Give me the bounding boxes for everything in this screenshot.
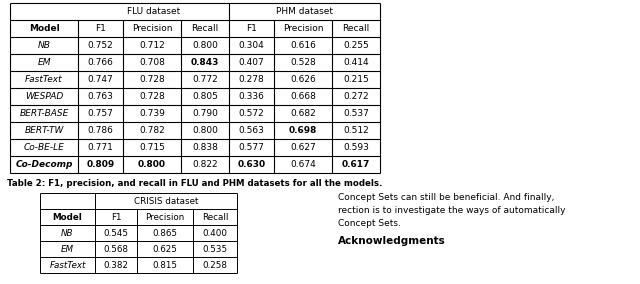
Text: 0.625: 0.625 [152,245,177,254]
Text: 0.800: 0.800 [192,41,218,50]
Text: 0.215: 0.215 [343,75,369,84]
Text: 0.698: 0.698 [289,126,317,135]
Text: 0.272: 0.272 [343,92,369,101]
Text: 0.278: 0.278 [239,75,264,84]
Text: 0.258: 0.258 [202,260,227,270]
Text: FLU dataset: FLU dataset [127,7,180,16]
Text: 0.617: 0.617 [342,160,370,169]
Text: 0.728: 0.728 [139,92,165,101]
Text: 0.728: 0.728 [139,75,165,84]
Text: 0.790: 0.790 [192,109,218,118]
Text: 0.577: 0.577 [239,143,264,152]
Text: 0.809: 0.809 [86,160,115,169]
Text: 0.865: 0.865 [152,229,177,237]
Text: Acknowledgments: Acknowledgments [338,236,445,246]
Text: F1: F1 [111,212,121,222]
Text: EM: EM [37,58,51,67]
Text: Precision: Precision [283,24,323,33]
Text: 0.815: 0.815 [152,260,177,270]
Text: 0.715: 0.715 [139,143,165,152]
Text: 0.563: 0.563 [239,126,264,135]
Text: Precision: Precision [145,212,184,222]
Text: BERT-TW: BERT-TW [24,126,64,135]
Text: 0.682: 0.682 [290,109,316,118]
Text: 0.747: 0.747 [88,75,113,84]
Text: 0.772: 0.772 [192,75,218,84]
Text: 0.763: 0.763 [88,92,113,101]
Text: 0.843: 0.843 [191,58,219,67]
Text: Recall: Recall [202,212,228,222]
Text: 0.766: 0.766 [88,58,113,67]
Text: WESPAD: WESPAD [25,92,63,101]
Text: Concept Sets can still be beneficial. And finally,: Concept Sets can still be beneficial. An… [338,193,554,202]
Text: BERT-BASE: BERT-BASE [19,109,68,118]
Text: 0.822: 0.822 [192,160,218,169]
Text: 0.400: 0.400 [202,229,227,237]
Text: PHM dataset: PHM dataset [276,7,333,16]
Text: 0.572: 0.572 [239,109,264,118]
Text: 0.752: 0.752 [88,41,113,50]
Text: Model: Model [29,24,60,33]
Text: F1: F1 [95,24,106,33]
Text: 0.535: 0.535 [202,245,228,254]
Text: Co-BE-LE: Co-BE-LE [24,143,65,152]
Text: 0.255: 0.255 [343,41,369,50]
Text: 0.805: 0.805 [192,92,218,101]
Text: 0.630: 0.630 [237,160,266,169]
Text: 0.382: 0.382 [104,260,129,270]
Text: 0.708: 0.708 [139,58,165,67]
Text: 0.668: 0.668 [290,92,316,101]
Text: 0.545: 0.545 [104,229,129,237]
Text: 0.568: 0.568 [104,245,129,254]
Text: 0.512: 0.512 [343,126,369,135]
Text: rection is to investigate the ways of automatically: rection is to investigate the ways of au… [338,206,566,215]
Text: 0.739: 0.739 [139,109,165,118]
Text: F1: F1 [246,24,257,33]
Text: 0.626: 0.626 [290,75,316,84]
Text: 0.757: 0.757 [88,109,113,118]
Text: 0.616: 0.616 [290,41,316,50]
Text: 0.304: 0.304 [239,41,264,50]
Text: FastText: FastText [25,75,63,84]
Text: Concept Sets.: Concept Sets. [338,219,401,228]
Text: 0.336: 0.336 [239,92,264,101]
Text: 0.407: 0.407 [239,58,264,67]
Text: Model: Model [52,212,83,222]
Text: 0.800: 0.800 [192,126,218,135]
Text: Co-Decomp: Co-Decomp [15,160,73,169]
Text: Precision: Precision [132,24,172,33]
Text: 0.414: 0.414 [343,58,369,67]
Text: Table 2: F1, precision, and recall in FLU and PHM datasets for all the models.: Table 2: F1, precision, and recall in FL… [7,179,383,188]
Text: 0.800: 0.800 [138,160,166,169]
Text: NB: NB [38,41,51,50]
Text: NB: NB [61,229,74,237]
Text: 0.674: 0.674 [290,160,316,169]
Text: 0.786: 0.786 [88,126,113,135]
Text: 0.528: 0.528 [290,58,316,67]
Text: EM: EM [61,245,74,254]
Text: 0.712: 0.712 [139,41,165,50]
Text: FastText: FastText [49,260,86,270]
Text: 0.627: 0.627 [290,143,316,152]
Text: 0.537: 0.537 [343,109,369,118]
Text: CRISIS dataset: CRISIS dataset [134,197,198,206]
Text: 0.771: 0.771 [88,143,113,152]
Text: 0.838: 0.838 [192,143,218,152]
Text: 0.782: 0.782 [139,126,165,135]
Text: 0.593: 0.593 [343,143,369,152]
Text: Recall: Recall [191,24,219,33]
Text: Recall: Recall [342,24,370,33]
